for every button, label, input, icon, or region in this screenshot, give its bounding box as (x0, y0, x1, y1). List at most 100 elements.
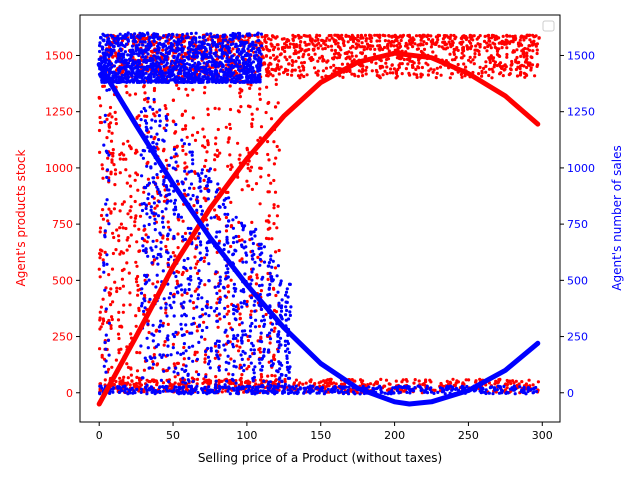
scatter-point (275, 144, 279, 149)
scatter-point (145, 336, 149, 340)
scatter-point (448, 52, 452, 56)
scatter-point (100, 163, 104, 167)
scatter-point (183, 127, 187, 131)
scatter-point (189, 74, 193, 78)
scatter-point (135, 52, 139, 56)
scatter-point (165, 314, 169, 318)
scatter-point (142, 312, 146, 316)
scatter-point (392, 67, 396, 71)
scatter-point (218, 37, 222, 41)
scatter-point (102, 38, 106, 43)
scatter-point (337, 35, 341, 39)
scatter-point (274, 105, 278, 109)
scatter-point (98, 115, 102, 120)
scatter-point (334, 382, 338, 386)
scatter-point (290, 63, 294, 67)
scatter-point (375, 73, 379, 78)
scatter-point (145, 280, 149, 284)
scatter-point (166, 334, 170, 338)
scatter-point (370, 44, 374, 48)
scatter-point (135, 264, 139, 268)
scatter-point (394, 70, 399, 74)
scatter-point (134, 214, 138, 218)
scatter-point (334, 39, 338, 43)
scatter-point (267, 237, 271, 241)
scatter-point (269, 42, 273, 46)
scatter-point (382, 45, 387, 50)
scatter-point (238, 259, 242, 263)
scatter-point (322, 392, 326, 396)
scatter-point (159, 378, 163, 382)
scatter-point (505, 46, 509, 50)
scatter-point (138, 351, 142, 355)
scatter-point (150, 261, 154, 265)
scatter-point (171, 346, 175, 350)
scatter-point (533, 74, 537, 78)
scatter-point (118, 380, 122, 384)
scatter-point (120, 268, 124, 273)
scatter-point (147, 192, 151, 196)
scatter-point (138, 385, 142, 389)
scatter-point (102, 261, 106, 265)
scatter-point (467, 46, 471, 50)
scatter-point (112, 207, 116, 211)
scatter-point (202, 68, 206, 72)
scatter-point (389, 67, 393, 71)
scatter-point (195, 271, 200, 275)
scatter-point (272, 353, 276, 357)
scatter-point (100, 78, 104, 82)
scatter-point (362, 48, 366, 52)
scatter-point (158, 323, 163, 327)
scatter-point (259, 335, 263, 339)
scatter-point (414, 34, 419, 38)
scatter-point (497, 391, 502, 395)
scatter-point (152, 97, 156, 102)
scatter-point (302, 60, 306, 65)
scatter-point (101, 208, 105, 212)
scatter-point (145, 240, 149, 244)
scatter-point (506, 391, 510, 395)
scatter-point (180, 50, 184, 54)
scatter-point (162, 385, 166, 389)
scatter-point (201, 127, 205, 131)
scatter-point (112, 386, 116, 390)
scatter-point (152, 258, 157, 262)
scatter-point (478, 377, 482, 381)
scatter-point (107, 178, 111, 182)
scatter-point (322, 58, 326, 63)
scatter-point (113, 280, 117, 284)
scatter-point (141, 52, 145, 56)
scatter-point (146, 96, 150, 100)
scatter-point (162, 178, 166, 182)
scatter-point (234, 379, 238, 383)
scatter-point (238, 345, 242, 349)
scatter-point (119, 387, 123, 391)
scatter-point (193, 51, 197, 55)
scatter-point (230, 38, 234, 42)
scatter-point (155, 32, 160, 37)
scatter-point (169, 306, 173, 310)
scatter-point (138, 80, 142, 84)
scatter-point (532, 39, 536, 43)
scatter-point (429, 390, 434, 394)
scatter-point (101, 32, 105, 36)
scatter-point (121, 142, 125, 146)
scatter-point (408, 59, 412, 63)
scatter-point (285, 58, 289, 62)
scatter-point (308, 35, 312, 39)
scatter-point (109, 170, 113, 174)
scatter-point (276, 43, 280, 47)
scatter-point (145, 114, 149, 118)
scatter-point (364, 72, 368, 76)
scatter-point (243, 41, 247, 45)
scatter-point (128, 174, 132, 178)
scatter-point (158, 36, 162, 40)
scatter-point (433, 42, 437, 46)
scatter-point (296, 33, 300, 38)
scatter-point (242, 58, 246, 62)
scatter-point (214, 375, 218, 379)
scatter-point (125, 65, 129, 69)
scatter-point (165, 58, 169, 62)
scatter-point (128, 303, 132, 307)
